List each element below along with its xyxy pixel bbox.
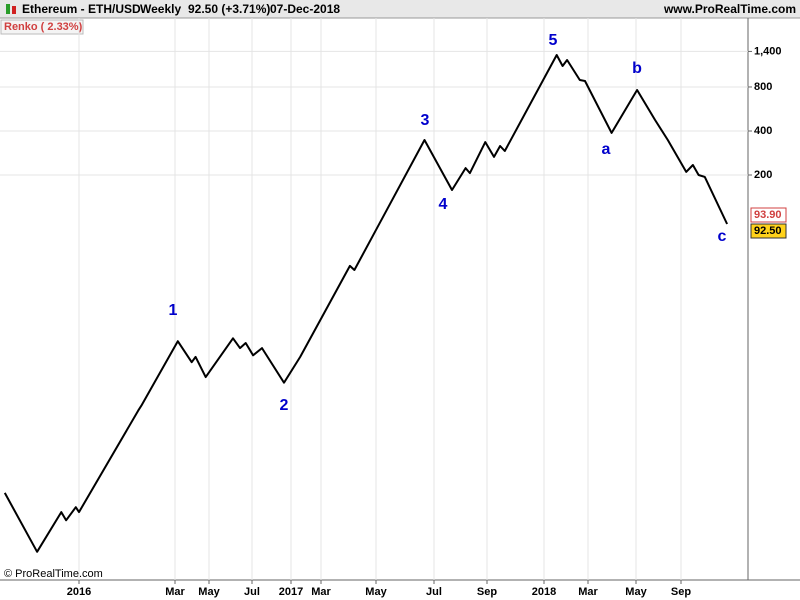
price-tag-box <box>750 207 787 223</box>
x-tick-label: 2017 <box>279 586 303 598</box>
indicator-label: Renko ( 2.33%) <box>4 21 83 33</box>
x-tick-label: Sep <box>477 586 497 598</box>
chart-title: Ethereum - ETH/USD <box>22 2 141 16</box>
x-tick-label: 2016 <box>67 586 91 598</box>
wave-label: 3 <box>421 112 430 129</box>
icon <box>12 6 16 14</box>
x-tick-label: Jul <box>244 586 260 598</box>
wave-label: c <box>718 228 727 245</box>
website: www.ProRealTime.com <box>663 2 796 16</box>
x-tick-label: 2018 <box>532 586 556 598</box>
wave-label: 5 <box>549 32 558 49</box>
y-tick-label: 800 <box>754 81 772 93</box>
x-tick-label: Sep <box>671 586 691 598</box>
copyright: © ProRealTime.com <box>4 568 103 580</box>
wave-label: 1 <box>169 302 178 319</box>
wave-label: 4 <box>439 196 448 213</box>
price-tag-box <box>750 223 787 239</box>
icon <box>6 4 10 14</box>
x-tick-label: Mar <box>311 586 331 598</box>
price-tag: 93.90 <box>754 209 782 221</box>
header-bar <box>0 0 800 18</box>
date: 07-Dec-2018 <box>270 2 340 16</box>
indicator-box <box>0 19 84 35</box>
timeframe: Weekly <box>140 2 181 16</box>
wave-label: 2 <box>280 397 289 414</box>
x-tick-label: Mar <box>165 586 185 598</box>
y-tick-label: 1,400 <box>754 45 782 57</box>
x-tick-label: Mar <box>578 586 598 598</box>
price-tag: 92.50 <box>754 225 782 237</box>
x-tick-label: May <box>625 586 647 598</box>
x-tick-label: May <box>365 586 387 598</box>
wave-label: b <box>632 60 642 77</box>
x-tick-label: Jul <box>426 586 442 598</box>
last-price: 92.50 (+3.71%) <box>188 2 270 16</box>
x-tick-label: May <box>198 586 220 598</box>
y-tick-label: 400 <box>754 125 772 137</box>
price-line <box>3 54 729 553</box>
y-tick-label: 200 <box>754 169 772 181</box>
wave-label: a <box>602 141 611 158</box>
